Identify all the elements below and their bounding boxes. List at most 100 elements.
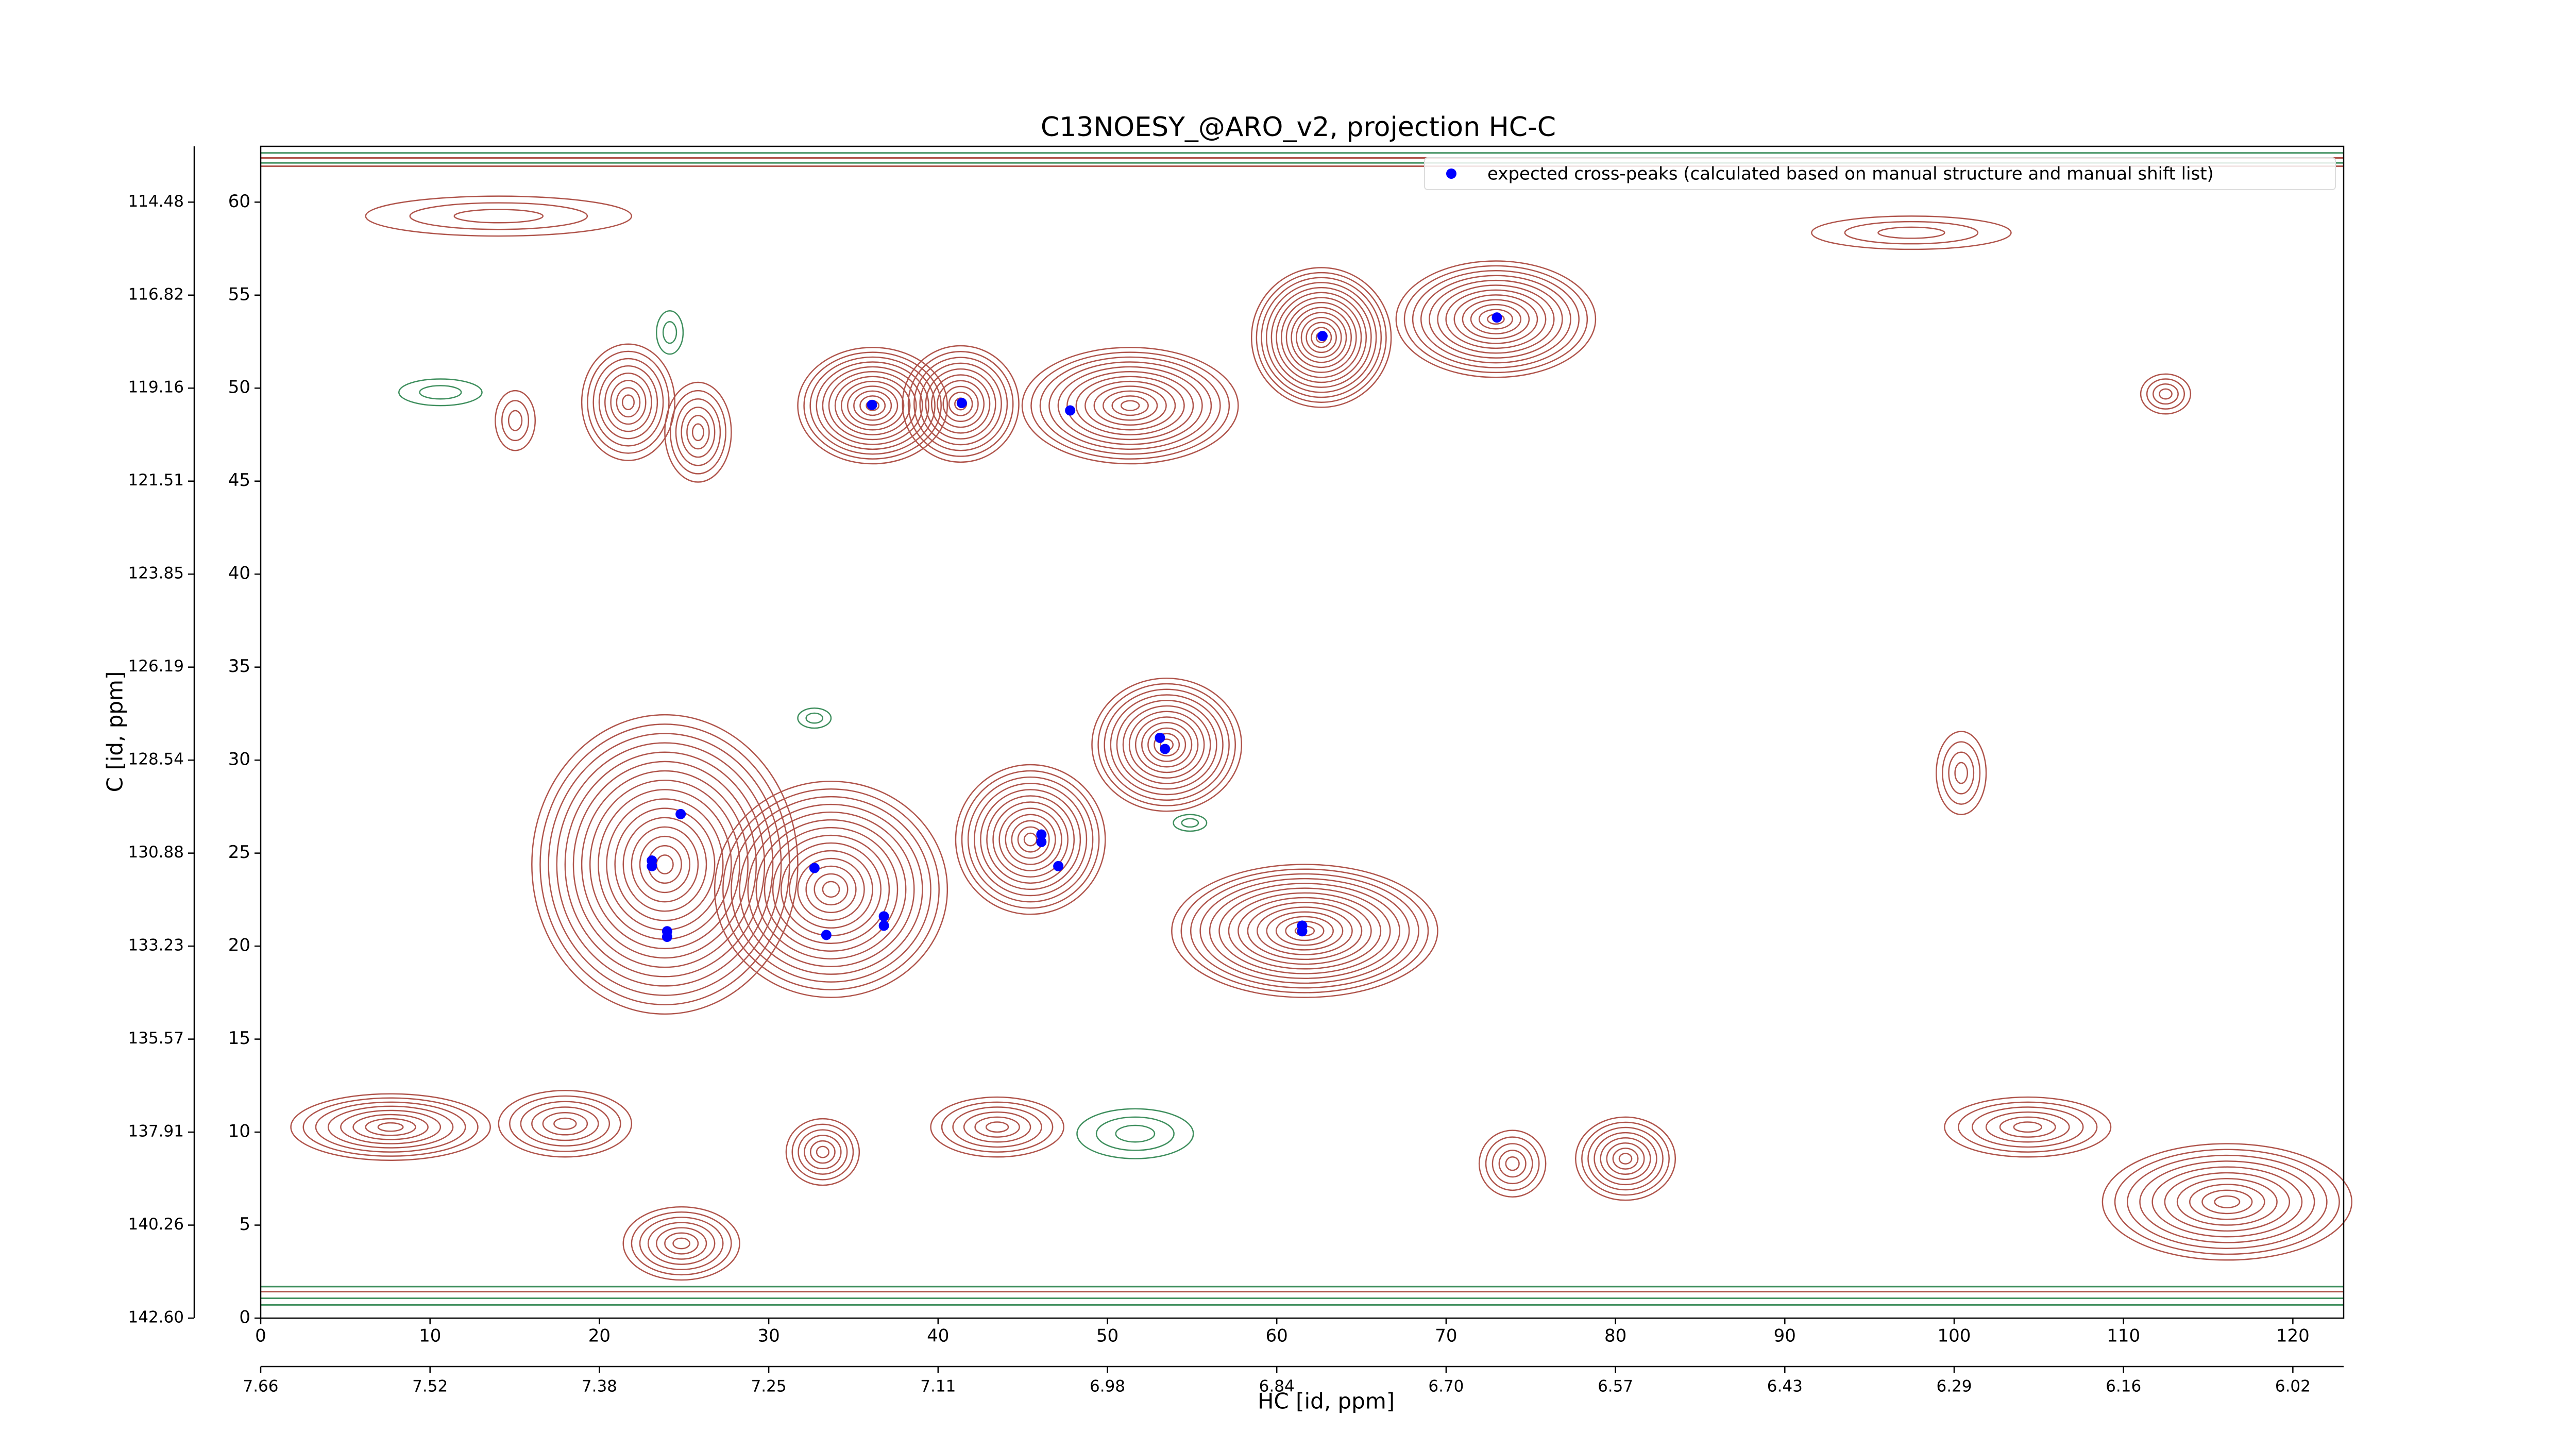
y2-tick-label: 130.88 (128, 843, 184, 862)
contour (664, 381, 732, 483)
x-tick-label: 30 (757, 1326, 779, 1346)
x2-tick-label: 7.66 (243, 1377, 278, 1396)
contour (1104, 688, 1230, 801)
chart-title: C13NOESY_@ARO_v2, projection HC-C (1041, 112, 1556, 143)
contour (1066, 371, 1194, 441)
x2-tick-label: 6.98 (1090, 1377, 1125, 1396)
x-tick-label: 70 (1435, 1326, 1457, 1346)
contour (1057, 366, 1203, 445)
contour (302, 1097, 479, 1157)
contour (1470, 304, 1522, 334)
contour (453, 209, 544, 224)
contour (1128, 711, 1205, 779)
cross-peak (1065, 405, 1076, 416)
contour (1247, 902, 1363, 961)
contour (622, 817, 707, 912)
contour (992, 801, 1069, 878)
cross-peak (1155, 732, 1165, 743)
y-tick-label: 60 (228, 191, 250, 212)
cross-peak (647, 861, 657, 871)
contour (797, 707, 832, 729)
contour (419, 385, 462, 400)
cross-peak (809, 863, 820, 873)
contour (1093, 385, 1167, 426)
x-tick-label: 80 (1604, 1326, 1626, 1346)
contour (1587, 1126, 1664, 1191)
contour (797, 346, 948, 465)
contour (859, 395, 886, 416)
x-tick-label: 60 (1266, 1326, 1288, 1346)
contour (681, 407, 716, 458)
contour (930, 1096, 1064, 1158)
contour (722, 788, 940, 990)
contour (1581, 1121, 1670, 1196)
contour (2159, 388, 2173, 400)
contour (822, 881, 840, 898)
contour (902, 345, 1020, 463)
contour (1023, 832, 1038, 847)
contour (1445, 289, 1547, 349)
contour (937, 380, 985, 428)
contour-layer (261, 152, 2353, 1306)
y-tick-label: 30 (228, 749, 250, 770)
contour (2214, 1195, 2241, 1208)
y2-tick-label: 126.19 (128, 657, 184, 676)
x-tick-label: 90 (1774, 1326, 1796, 1346)
contour (290, 1093, 491, 1161)
contour (1250, 267, 1392, 408)
contour (731, 796, 931, 983)
contour (639, 835, 691, 894)
cross-peak (1036, 829, 1047, 840)
contour (1256, 272, 1387, 403)
contour (1574, 1116, 1676, 1201)
contour (621, 394, 635, 411)
contour (791, 1123, 854, 1181)
contour (2013, 1121, 2042, 1133)
x-tick-label: 110 (2107, 1326, 2140, 1346)
contour (1005, 814, 1056, 865)
contour (327, 1105, 454, 1149)
contour (1265, 282, 1377, 393)
contour (1958, 1101, 2098, 1153)
contour (1453, 294, 1538, 344)
contour (1971, 1106, 2084, 1148)
contour (592, 358, 664, 447)
contour (1173, 814, 1208, 832)
y-tick-label: 50 (228, 377, 250, 398)
contour (616, 387, 641, 418)
contour (828, 371, 917, 441)
y2-tick-label: 128.54 (128, 750, 184, 769)
contour (1115, 1124, 1156, 1143)
x2-tick-label: 7.52 (412, 1377, 448, 1396)
contour (1999, 1116, 2056, 1138)
contour (1877, 226, 1945, 239)
contour (1403, 265, 1588, 374)
contour (805, 712, 824, 724)
contour (1266, 911, 1344, 951)
contour (930, 374, 991, 434)
contour (498, 1090, 633, 1158)
contour (797, 857, 865, 921)
contour (662, 321, 677, 344)
x2-tick-label: 6.43 (1767, 1377, 1803, 1396)
contour (913, 357, 1008, 451)
contour (604, 372, 652, 432)
cross-peak (662, 932, 672, 942)
cross-peak (1053, 861, 1064, 871)
contour (1116, 699, 1217, 790)
contour (961, 770, 1100, 909)
contour (1306, 322, 1337, 353)
contour (1270, 287, 1372, 388)
contour (1011, 820, 1050, 859)
contour (598, 365, 658, 440)
contour (2140, 373, 2192, 415)
x2-tick-label: 7.25 (751, 1377, 787, 1396)
contour (1942, 741, 1981, 805)
contour (1395, 260, 1597, 378)
contour (556, 742, 774, 987)
contour (1498, 1150, 1527, 1178)
y-tick-label: 0 (239, 1307, 250, 1328)
contour (1091, 677, 1243, 812)
contour (1478, 1130, 1547, 1198)
